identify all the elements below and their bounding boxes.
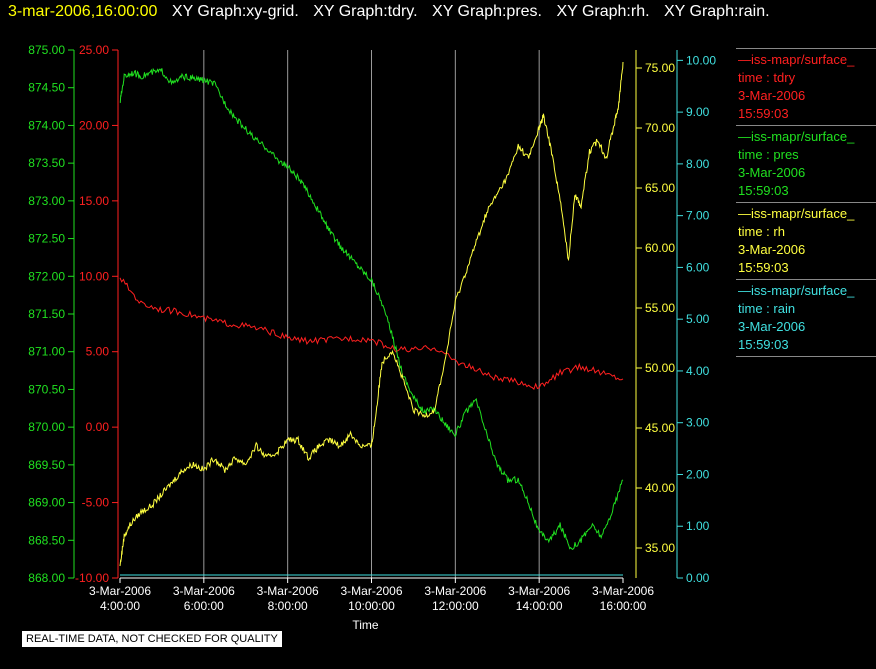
x-tick-label: 8:00:00 — [268, 599, 308, 613]
series-line-tdry — [119, 277, 624, 390]
x-tick-label: 3-Mar-2006 — [89, 584, 151, 598]
rh-tick-label: 50.00 — [645, 361, 675, 375]
legend-time: 15:59:03 — [738, 337, 789, 352]
pres-tick-label: 873.50 — [28, 156, 65, 170]
legend-time: 15:59:03 — [738, 260, 789, 275]
legend-series-name: —iss-mapr/surface_ — [738, 52, 855, 67]
rain-tick-label: 3.00 — [686, 416, 710, 430]
x-tick-label: 10:00:00 — [348, 599, 395, 613]
title-xy-grid: XY Graph:xy-grid. — [171, 3, 299, 20]
pres-tick-label: 868.50 — [28, 533, 65, 547]
rh-tick-label: 65.00 — [645, 181, 675, 195]
x-axis-title: Time — [352, 618, 379, 632]
rh-tick-label: 70.00 — [645, 121, 675, 135]
rain-tick-label: 7.00 — [686, 209, 710, 223]
rh-tick-label: 55.00 — [645, 301, 675, 315]
pres-tick-label: 872.00 — [28, 269, 65, 283]
rh-tick-label: 45.00 — [645, 421, 675, 435]
tdry-tick-label: 25.00 — [79, 43, 109, 57]
x-tick-label: 3-Mar-2006 — [340, 584, 402, 598]
pres-tick-label: 871.50 — [28, 307, 65, 321]
pres-tick-label: 870.50 — [28, 382, 65, 396]
rain-tick-label: 1.00 — [686, 519, 710, 533]
tdry-tick-label: 15.00 — [79, 194, 109, 208]
series-line-pres — [119, 67, 624, 551]
pres-tick-label: 872.50 — [28, 232, 65, 246]
quality-warning: REAL-TIME DATA, NOT CHECKED FOR QUALITY — [21, 630, 283, 648]
pres-tick-label: 875.00 — [28, 43, 65, 57]
tdry-tick-label: -5.00 — [82, 496, 110, 510]
tdry-tick-label: 0.00 — [86, 420, 110, 434]
pres-tick-label: 873.00 — [28, 194, 65, 208]
timestamp: 3-mar-2006,16:00:00 — [8, 3, 158, 20]
title-tdry: XY Graph:tdry. — [313, 3, 418, 20]
rain-tick-label: 2.00 — [686, 467, 710, 481]
legend: —iss-mapr/surface_ time : tdry 3-Mar-200… — [736, 48, 876, 357]
x-tick-label: 3-Mar-2006 — [173, 584, 235, 598]
rain-tick-label: 9.00 — [686, 105, 710, 119]
pres-tick-label: 869.50 — [28, 458, 65, 472]
legend-time: 15:59:03 — [738, 183, 789, 198]
pres-tick-label: 874.50 — [28, 81, 65, 95]
pres-tick-label: 874.00 — [28, 118, 65, 132]
rain-tick-label: 10.00 — [686, 53, 716, 67]
legend-date: 3-Mar-2006 — [738, 319, 806, 334]
rain-tick-label: 8.00 — [686, 157, 710, 171]
legend-time: 15:59:03 — [738, 106, 789, 121]
legend-entry-rh[interactable]: —iss-mapr/surface_ time : rh 3-Mar-2006 … — [736, 202, 876, 279]
rh-tick-label: 75.00 — [645, 61, 675, 75]
legend-entry-pres[interactable]: —iss-mapr/surface_ time : pres 3-Mar-200… — [736, 125, 876, 202]
legend-field: time : tdry — [738, 70, 796, 85]
pres-tick-label: 870.00 — [28, 420, 65, 434]
rain-tick-label: 6.00 — [686, 260, 710, 274]
title-rain: XY Graph:rain. — [664, 3, 770, 20]
title-pres: XY Graph:pres. — [432, 3, 542, 20]
x-tick-label: 3-Mar-2006 — [592, 584, 654, 598]
legend-series-name: —iss-mapr/surface_ — [738, 206, 855, 221]
legend-date: 3-Mar-2006 — [738, 88, 806, 103]
series-line-rh — [119, 61, 624, 567]
rh-tick-label: 60.00 — [645, 241, 675, 255]
title-rh: XY Graph:rh. — [556, 3, 650, 20]
legend-date: 3-Mar-2006 — [738, 242, 806, 257]
legend-field: time : rain — [738, 301, 796, 316]
x-tick-label: 14:00:00 — [516, 599, 563, 613]
pres-tick-label: 868.00 — [28, 571, 65, 585]
tdry-tick-label: 20.00 — [79, 118, 109, 132]
x-tick-label: 3-Mar-2006 — [508, 584, 570, 598]
x-tick-label: 3-Mar-2006 — [424, 584, 486, 598]
legend-series-name: —iss-mapr/surface_ — [738, 129, 855, 144]
pres-tick-label: 871.00 — [28, 345, 65, 359]
tdry-tick-label: 5.00 — [86, 345, 110, 359]
legend-field: time : pres — [738, 147, 799, 162]
legend-date: 3-Mar-2006 — [738, 165, 806, 180]
x-tick-label: 4:00:00 — [100, 599, 140, 613]
legend-field: time : rh — [738, 224, 785, 239]
legend-series-name: —iss-mapr/surface_ — [738, 283, 855, 298]
tdry-tick-label: -10.00 — [75, 571, 109, 585]
rh-tick-label: 35.00 — [645, 541, 675, 555]
rain-tick-label: 5.00 — [686, 312, 710, 326]
x-tick-label: 16:00:00 — [600, 599, 647, 613]
legend-entry-tdry[interactable]: —iss-mapr/surface_ time : tdry 3-Mar-200… — [736, 48, 876, 125]
pres-tick-label: 869.00 — [28, 496, 65, 510]
graph-header: 3-mar-2006,16:00:00 XY Graph:xy-grid. XY… — [8, 3, 780, 21]
rain-tick-label: 0.00 — [686, 571, 710, 585]
x-tick-label: 3-Mar-2006 — [257, 584, 319, 598]
tdry-tick-label: 10.00 — [79, 269, 109, 283]
x-tick-label: 12:00:00 — [432, 599, 479, 613]
rh-tick-label: 40.00 — [645, 481, 675, 495]
legend-entry-rain[interactable]: —iss-mapr/surface_ time : rain 3-Mar-200… — [736, 279, 876, 357]
rain-tick-label: 4.00 — [686, 364, 710, 378]
x-tick-label: 6:00:00 — [184, 599, 224, 613]
